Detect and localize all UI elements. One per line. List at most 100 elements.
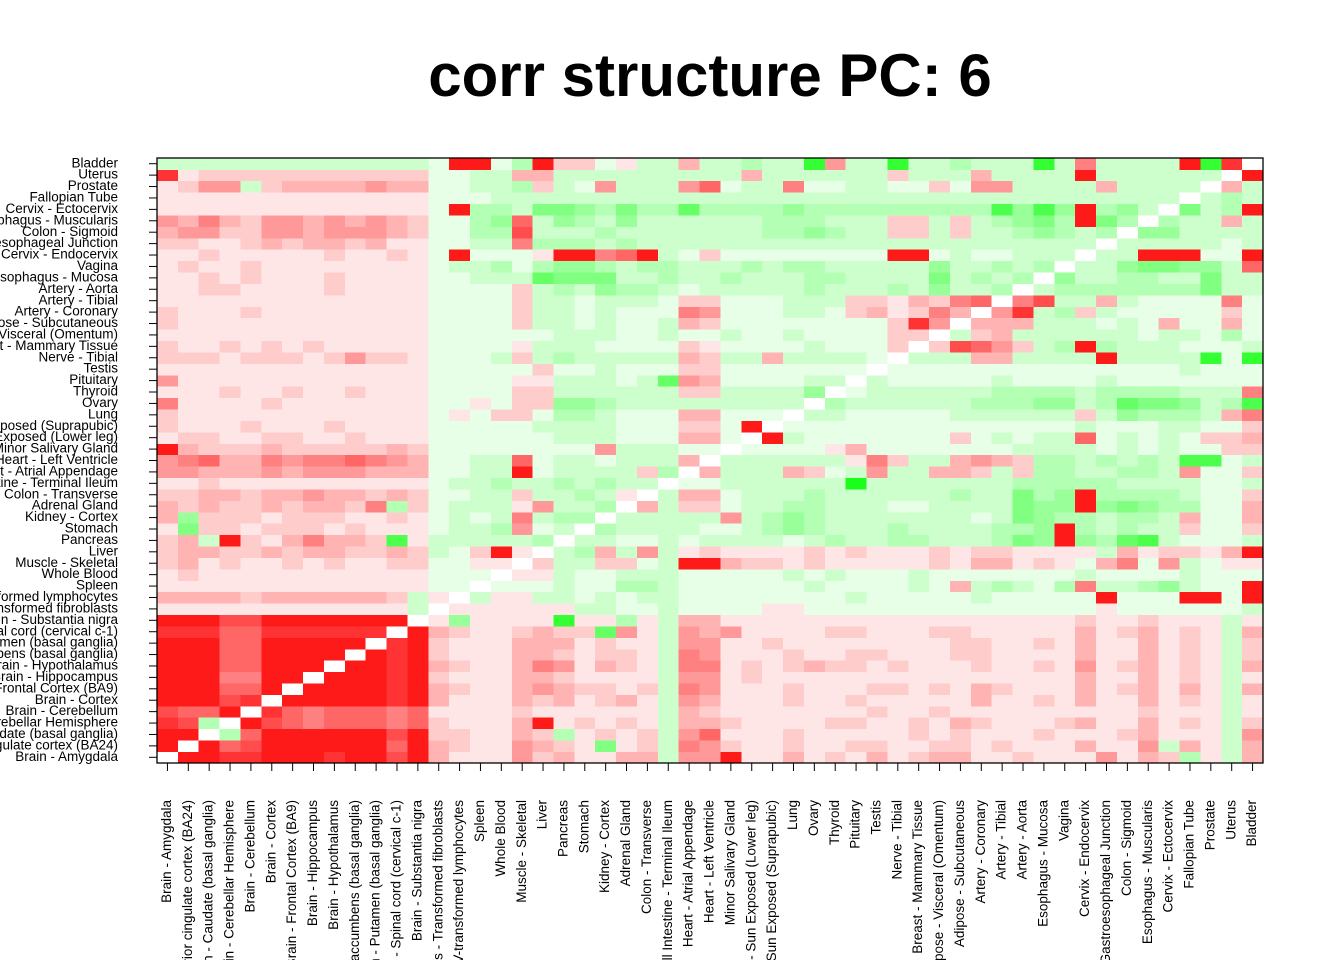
x-tick-label: Brain - Substantia nigra <box>409 800 424 942</box>
cell <box>574 477 596 490</box>
cell <box>303 226 325 239</box>
cell <box>282 158 304 170</box>
cell <box>1221 306 1243 319</box>
cell <box>595 728 617 741</box>
cell <box>1075 717 1097 730</box>
cell <box>720 671 742 684</box>
cell <box>762 740 784 752</box>
cell <box>929 409 951 421</box>
cell <box>365 329 387 342</box>
cell <box>929 363 951 376</box>
cell <box>970 329 993 342</box>
cell <box>908 169 930 182</box>
y-tick-label: Brain - Putamen (basal ganglia) <box>0 635 118 650</box>
cell <box>407 260 429 273</box>
cell <box>1158 534 1180 547</box>
cell <box>657 751 680 764</box>
cell <box>636 237 659 250</box>
cell <box>824 523 847 536</box>
cell <box>1012 260 1034 273</box>
cell <box>783 740 805 752</box>
cell <box>1242 546 1264 558</box>
cell <box>177 226 200 239</box>
cell <box>949 420 972 433</box>
cell <box>866 660 888 673</box>
cell <box>553 546 575 558</box>
cell <box>323 272 346 284</box>
cell <box>177 283 200 296</box>
cell <box>1158 260 1180 273</box>
cell <box>344 683 367 695</box>
cell <box>803 431 826 444</box>
cell <box>470 226 492 239</box>
cell <box>261 180 283 193</box>
cell <box>449 443 471 456</box>
cell <box>1179 260 1201 273</box>
cell <box>282 409 304 421</box>
cell <box>407 546 429 558</box>
cell <box>177 717 200 730</box>
cell <box>929 523 951 536</box>
cell <box>783 534 805 547</box>
cell <box>1221 626 1243 638</box>
cell <box>240 306 262 319</box>
cell <box>595 660 617 673</box>
cell <box>908 272 930 284</box>
cell <box>240 671 262 684</box>
cell <box>365 237 387 250</box>
cell <box>908 694 930 707</box>
cell <box>1179 683 1201 695</box>
cell <box>1096 215 1118 227</box>
cell <box>949 626 972 638</box>
cell <box>887 237 909 250</box>
x-tick-label: Brain - Caudate (basal ganglia) <box>201 800 216 960</box>
cell <box>845 294 867 307</box>
cell <box>678 180 700 193</box>
cell <box>1179 523 1201 536</box>
cell <box>1158 466 1180 479</box>
cell <box>657 694 680 707</box>
cell <box>1179 431 1201 444</box>
cell <box>1221 705 1243 718</box>
cell <box>532 740 554 752</box>
cell <box>449 454 471 467</box>
cell <box>1054 603 1076 616</box>
cell <box>386 694 408 707</box>
cell <box>1242 489 1264 501</box>
cell <box>261 637 283 650</box>
cell <box>887 340 909 353</box>
cell <box>1221 420 1243 433</box>
cell <box>949 614 972 627</box>
cell <box>636 158 659 170</box>
cell <box>929 466 951 479</box>
cell <box>553 374 575 387</box>
cell <box>386 717 408 730</box>
cell <box>198 705 221 718</box>
cell <box>553 603 575 616</box>
cell <box>303 329 325 342</box>
cell <box>219 420 241 433</box>
cell <box>1221 683 1243 695</box>
cell <box>157 215 179 227</box>
cell <box>198 717 221 730</box>
cell <box>1221 431 1243 444</box>
cell <box>991 203 1013 216</box>
cell <box>1096 374 1118 387</box>
cell <box>616 260 638 273</box>
cell <box>261 546 283 558</box>
cell <box>1200 534 1222 547</box>
cell <box>657 477 680 490</box>
cell <box>783 283 805 296</box>
cell <box>741 683 763 695</box>
cell <box>949 352 972 364</box>
cell <box>887 740 909 752</box>
cell <box>553 203 575 216</box>
cell <box>720 363 742 376</box>
cell <box>803 694 826 707</box>
cell <box>657 603 680 616</box>
cell <box>1200 614 1222 627</box>
cell <box>866 306 888 319</box>
cell <box>470 683 492 695</box>
x-tick-label: Brain - Spinal cord (cervical c-1) <box>389 800 404 960</box>
